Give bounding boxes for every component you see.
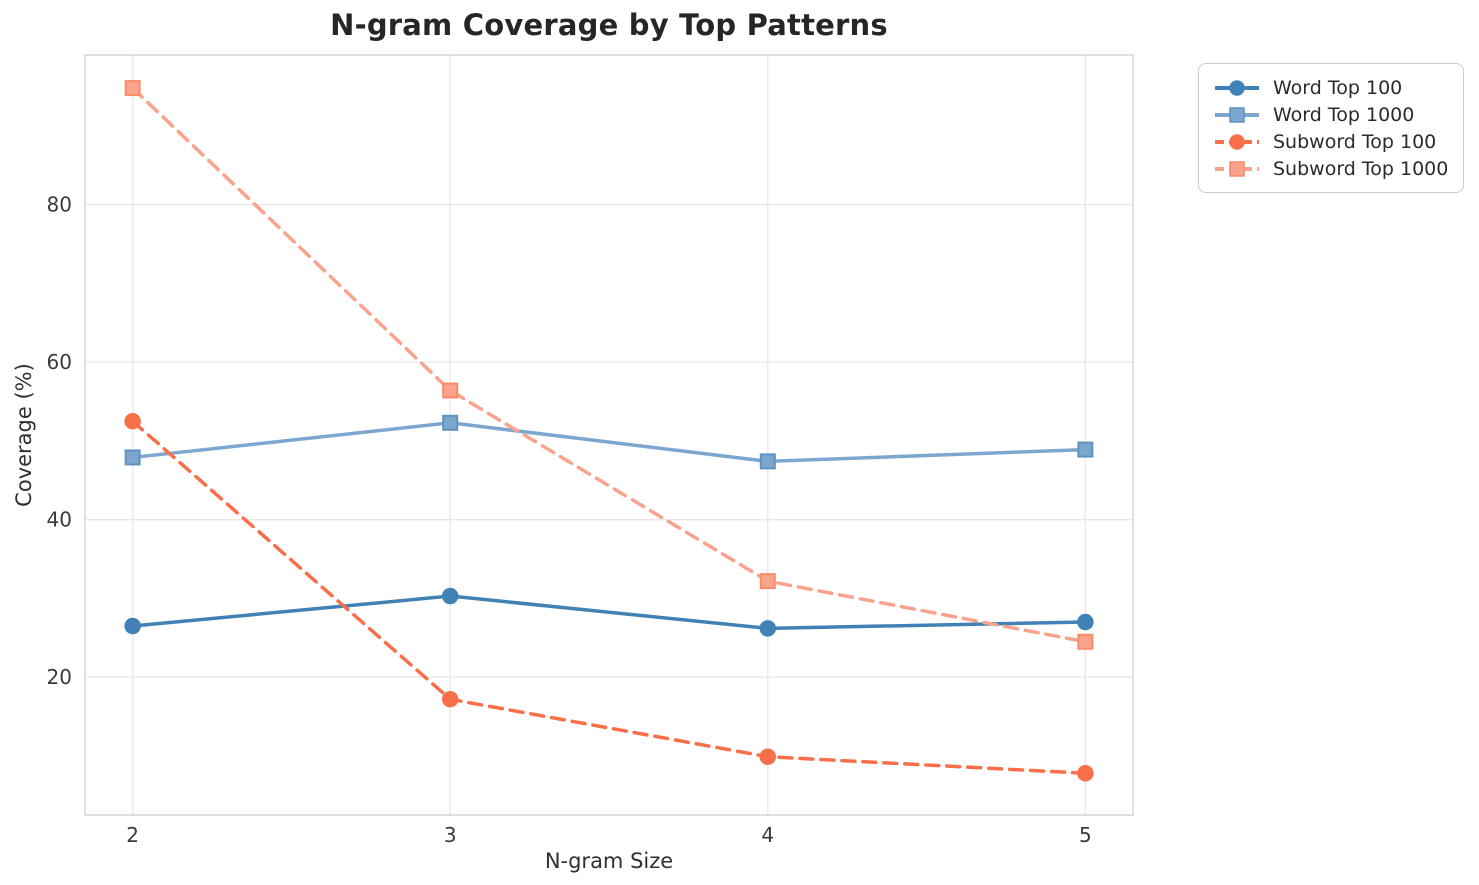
legend-sample-line-icon: [1215, 106, 1259, 123]
series-line-1: [130, 421, 1088, 464]
data-point-marker: [759, 453, 776, 470]
data-point-marker: [442, 414, 459, 431]
legend-item-subword-top-1000: Subword Top 1000: [1213, 155, 1449, 182]
data-point-marker: [1077, 765, 1094, 782]
data-point-marker: [1077, 613, 1094, 631]
data-point-marker: [1077, 633, 1094, 650]
legend-sample-line-icon: [1215, 160, 1259, 177]
legend-item-word-top-1000: Word Top 1000: [1213, 101, 1449, 128]
data-point-marker: [759, 748, 777, 765]
data-point-marker: [124, 449, 141, 466]
legend-label: Word Top 100: [1273, 76, 1403, 99]
y-tick-label: 80: [47, 193, 72, 217]
chart-title: N-gram Coverage by Top Patterns: [330, 8, 888, 42]
legend-label: Subword Top 100: [1273, 130, 1437, 153]
series-line-2: [130, 419, 1088, 776]
series-line-0: [130, 594, 1088, 631]
legend-label: Subword Top 1000: [1273, 157, 1449, 180]
x-tick-label: 3: [444, 823, 457, 847]
legend-item-subword-top-100: Subword Top 100: [1213, 128, 1449, 155]
y-tick-label: 60: [47, 350, 72, 374]
legend-marker-icon: [1229, 160, 1245, 177]
data-point-marker: [441, 690, 459, 708]
x-tick-label: 2: [126, 823, 139, 847]
legend: Word Top 100 Word Top 1000 Subword Top 1…: [1198, 63, 1464, 193]
legend-item-word-top-100: Word Top 100: [1213, 74, 1449, 101]
x-tick-label: 5: [1079, 823, 1092, 847]
legend-label: Word Top 1000: [1273, 103, 1415, 126]
legend-marker-icon: [1229, 106, 1245, 123]
data-point-marker: [124, 412, 141, 430]
data-point-marker: [124, 80, 141, 97]
x-tick-label: 4: [761, 823, 774, 847]
legend-marker-icon: [1229, 79, 1245, 96]
y-tick-label: 20: [47, 665, 72, 689]
data-point-marker: [441, 587, 459, 605]
data-point-marker: [442, 382, 459, 399]
data-point-marker: [759, 620, 777, 637]
legend-marker-icon: [1229, 133, 1245, 150]
legend-sample-line-icon: [1215, 133, 1259, 150]
series-line-3: [130, 86, 1088, 644]
data-point-marker: [759, 573, 776, 590]
plot-frame: [84, 54, 1134, 816]
y-tick-label: 40: [47, 508, 72, 532]
legend-sample-line-icon: [1215, 79, 1259, 96]
data-point-marker: [1077, 441, 1094, 458]
x-axis-label: N-gram Size: [544, 849, 674, 873]
data-point-marker: [124, 617, 141, 635]
